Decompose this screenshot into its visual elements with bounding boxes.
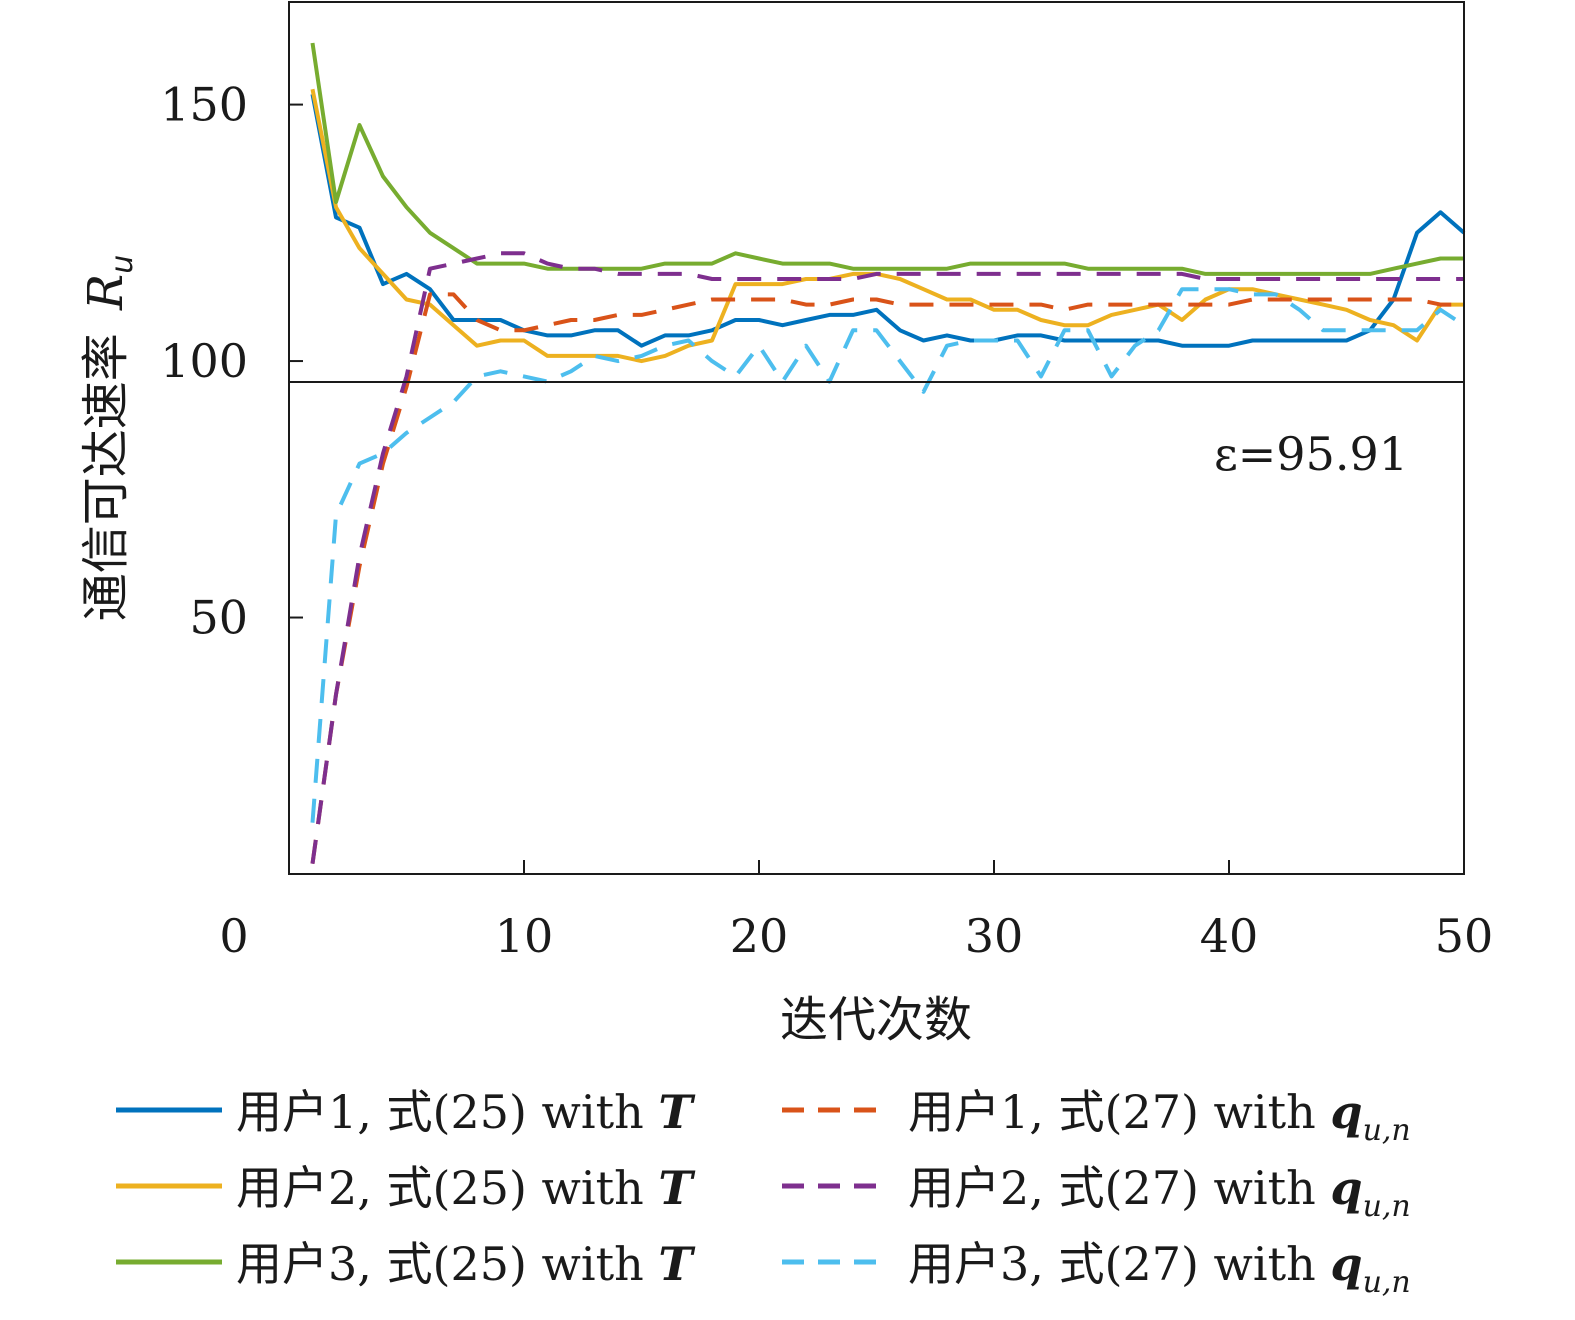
legend-label-5: 用户2, 式(27) with qu,n (908, 1161, 1411, 1224)
y-axis-ticks: 50 100 150 (160, 78, 303, 645)
plot-area (289, 2, 1464, 874)
series-line-1 (310, 93, 1466, 348)
y-axis-symbol: R (78, 274, 134, 311)
legend-label-2: 用户2, 式(25) with T (236, 1161, 696, 1215)
legend-label-1: 用户1, 式(25) with T (236, 1085, 696, 1139)
series-line-5 (310, 251, 1464, 864)
x-tick-label: 40 (1200, 909, 1259, 963)
series-line-4 (310, 292, 1464, 864)
threshold-layer: ε=95.91 (289, 381, 1464, 481)
legend-item-1: 用户1, 式(25) with T (116, 1085, 696, 1139)
y-tick-label: 50 (189, 591, 248, 645)
plot-frame (288, 1, 1465, 875)
x-axis-ticks: 0 10 20 30 40 50 (219, 860, 1493, 963)
legend-item-6: 用户3, 式(27) with qu,n (782, 1237, 1411, 1300)
y-axis-title-text: 通信可达速率 (78, 333, 134, 621)
series-layer (310, 42, 1466, 864)
series-line-3 (310, 42, 1464, 276)
legend: 用户1, 式(25) with T 用户2, 式(25) with T 用户3, 式… (116, 1085, 1411, 1300)
y-axis-subscript: u (105, 255, 140, 274)
series-line-6 (310, 287, 1466, 823)
legend-label-3: 用户3, 式(25) with T (236, 1237, 696, 1291)
legend-label-6: 用户3, 式(27) with qu,n (908, 1237, 1411, 1300)
legend-item-5: 用户2, 式(27) with qu,n (782, 1161, 1411, 1224)
y-tick-label: 100 (160, 334, 248, 388)
threshold-label: ε=95.91 (1214, 427, 1408, 481)
svg-text:通信可达速率 Ru: 通信可达速率 Ru (78, 255, 140, 621)
x-tick-label: 30 (965, 909, 1024, 963)
x-tick-label: 50 (1435, 909, 1494, 963)
x-tick-label: 10 (495, 909, 554, 963)
y-tick-label: 150 (160, 78, 248, 132)
x-tick-label: 20 (730, 909, 789, 963)
legend-item-3: 用户3, 式(25) with T (116, 1237, 696, 1291)
legend-item-2: 用户2, 式(25) with T (116, 1161, 696, 1215)
x-axis-title: 迭代次数 (780, 992, 972, 1048)
x-tick-label: 0 (219, 909, 248, 963)
y-axis-title: 通信可达速率 Ru (78, 255, 140, 621)
legend-item-4: 用户1, 式(27) with qu,n (782, 1085, 1411, 1148)
legend-label-4: 用户1, 式(27) with qu,n (908, 1085, 1411, 1148)
